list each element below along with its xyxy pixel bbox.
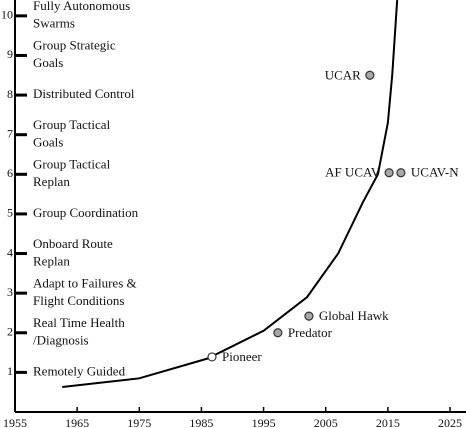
level-label: Distributed Control	[33, 86, 135, 101]
level-label: Replan	[33, 174, 70, 189]
data-point	[207, 352, 217, 362]
point-label: Pioneer	[222, 349, 262, 364]
level-label: Goals	[33, 134, 63, 149]
point-label: Predator	[288, 325, 333, 340]
level-label: Goals	[33, 55, 63, 70]
y-tick-label: 5	[7, 206, 13, 220]
y-tick-label: 1	[7, 364, 13, 378]
trend-curve	[62, 0, 399, 389]
y-tick-label: 3	[7, 285, 13, 299]
level-label: Flight Conditions	[33, 293, 124, 308]
x-tick-label: 1995	[252, 416, 276, 428]
point-label: AF UCAV	[325, 165, 381, 180]
y-tick-label: 10	[1, 8, 13, 22]
level-label: Group Tactical	[33, 117, 111, 132]
y-tick-label: 4	[7, 245, 13, 259]
level-label: Group Coordination	[33, 205, 139, 220]
data-point	[396, 168, 406, 178]
y-tick-label: 7	[7, 126, 13, 140]
y-tick-label: 9	[7, 47, 13, 61]
level-label: /Diagnosis	[33, 333, 89, 348]
level-label: Onboard Route	[33, 236, 113, 251]
level-label: Real Time Health	[33, 315, 125, 330]
level-label: Adapt to Failures &	[33, 275, 137, 290]
level-label: Swarms	[33, 16, 75, 31]
x-tick-label: 1985	[189, 416, 213, 428]
data-point	[304, 311, 314, 321]
point-label: UCAR	[325, 67, 361, 82]
x-tick-label: 1965	[65, 416, 89, 428]
data-point	[365, 70, 375, 80]
level-label: Fully Autonomous	[33, 0, 130, 13]
x-tick-label: 2005	[314, 416, 338, 428]
level-label: Group Strategic	[33, 38, 116, 53]
data-point	[273, 328, 283, 338]
point-label: Global Hawk	[319, 308, 389, 323]
y-tick-label: 2	[7, 325, 13, 339]
x-tick-label: 1955	[3, 416, 27, 428]
x-tick-label: 2025	[438, 416, 462, 428]
point-label: UCAV-N	[411, 165, 459, 180]
level-label: Replan	[33, 253, 70, 268]
data-point	[384, 168, 394, 178]
x-tick-label: 2015	[376, 416, 400, 428]
level-label: Remotely Guided	[33, 363, 126, 378]
x-tick-label: 1975	[127, 416, 151, 428]
y-tick-label: 8	[7, 87, 13, 101]
level-label: Group Tactical	[33, 157, 111, 172]
y-tick-label: 6	[7, 166, 13, 180]
